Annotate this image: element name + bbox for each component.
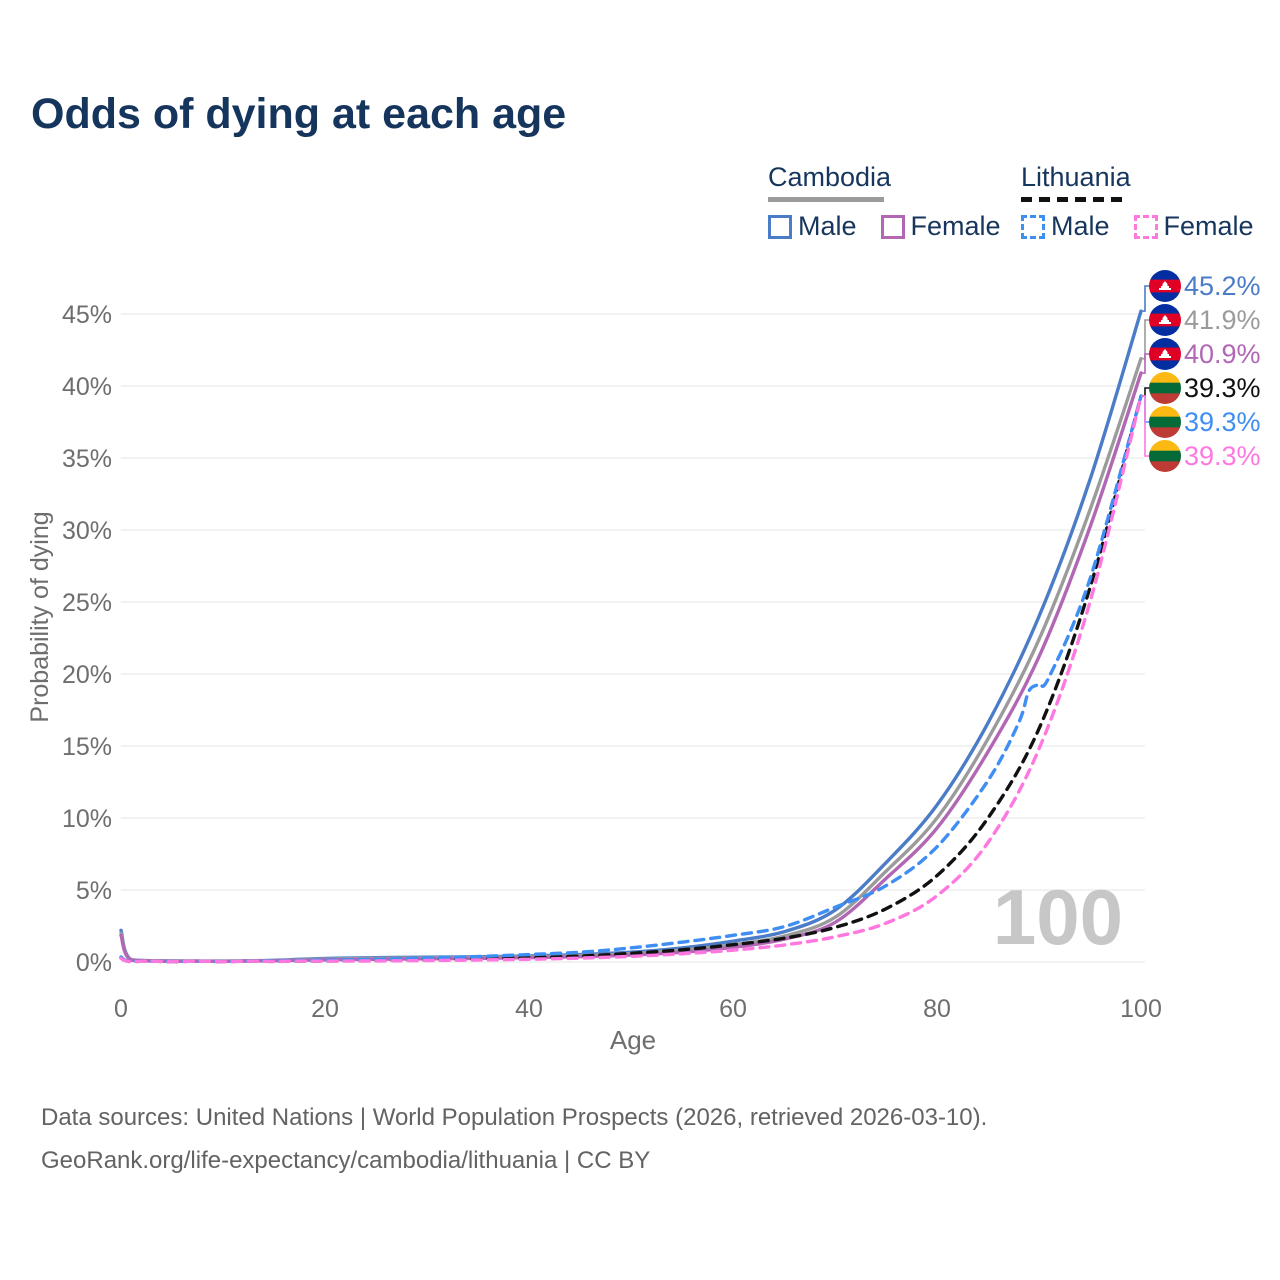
legend-item-label: Male [798, 211, 857, 241]
legend-country-label-lithuania: Lithuania [1021, 162, 1131, 192]
end-value-label-lithuania-all: 39.3% [1184, 373, 1261, 403]
y-axis-title: Probability of dying [26, 511, 54, 722]
x-tick-label: 60 [719, 995, 747, 1023]
watermark-age: 100 [993, 873, 1123, 961]
x-tick-label: 0 [114, 995, 128, 1023]
legend-country-label-cambodia: Cambodia [768, 162, 892, 192]
series-line-cambodia-male[interactable] [119, 309, 1143, 963]
lithuania-female-swatch-icon [1133, 214, 1158, 239]
end-label-connector-cambodia-female [1141, 353, 1150, 374]
legend-item-label: Female [1163, 211, 1254, 241]
series-line-lithuania-male[interactable] [119, 394, 1143, 964]
x-tick-label: 100 [1120, 995, 1162, 1023]
legend-item-cambodia-male[interactable]: Male [768, 211, 857, 242]
x-tick-label: 80 [923, 995, 951, 1023]
end-value-label-cambodia-female: 40.9% [1184, 339, 1261, 369]
x-axis-title: Age [610, 1025, 656, 1055]
legend-item-lithuania-male[interactable]: Male [1021, 211, 1110, 242]
attribution-text: GeoRank.org/life-expectancy/cambodia/lit… [41, 1147, 651, 1174]
lithuania-male-swatch-icon [1021, 214, 1045, 239]
lithuania-flag-icon [1149, 440, 1181, 472]
series-line-lithuania-all[interactable] [119, 394, 1143, 964]
y-tick-label: 35% [62, 445, 112, 473]
legend-country-lithuania[interactable]: Lithuania [1021, 162, 1254, 202]
legend-group-lithuania: Lithuania Male Female [1021, 162, 1254, 242]
end-value-label-lithuania-female: 39.3% [1184, 441, 1261, 471]
cambodia-flag-icon [1149, 304, 1181, 336]
cambodia-line-swatch [768, 197, 884, 202]
legend-item-lithuania-female[interactable]: Female [1133, 211, 1254, 242]
y-tick-label: 0% [76, 949, 112, 977]
cambodia-flag-icon [1149, 270, 1181, 302]
legend-item-label: Male [1051, 211, 1110, 241]
end-value-label-cambodia-all: 41.9% [1184, 305, 1261, 335]
y-tick-label: 40% [62, 373, 112, 401]
cambodia-male-swatch-icon [768, 214, 792, 239]
cambodia-female-swatch-icon [880, 214, 905, 239]
end-label-connector-cambodia-male [1141, 285, 1150, 312]
y-tick-label: 45% [62, 301, 112, 329]
lithuania-flag-icon [1149, 406, 1181, 438]
legend-group-cambodia: Cambodia Male Female [768, 162, 1001, 242]
footer: Data sources: United Nations | World Pop… [41, 1106, 987, 1192]
y-tick-label: 15% [62, 733, 112, 761]
end-label-connector-lithuania-all [1141, 387, 1150, 397]
y-tick-label: 20% [62, 661, 112, 689]
x-tick-label: 20 [311, 995, 339, 1023]
y-tick-label: 10% [62, 805, 112, 833]
legend-country-cambodia[interactable]: Cambodia [768, 162, 1001, 202]
series-line-lithuania-female[interactable] [119, 394, 1143, 964]
lithuania-flag-icon [1149, 372, 1181, 404]
page-title: Odds of dying at each age [31, 90, 567, 138]
y-tick-label: 5% [76, 877, 112, 905]
legend-item-cambodia-female[interactable]: Female [880, 211, 1001, 242]
legend-item-label: Female [910, 211, 1001, 241]
end-label-connector-cambodia-all [1141, 319, 1150, 360]
series-line-cambodia-all[interactable] [119, 356, 1143, 963]
end-label-connector-lithuania-female [1141, 395, 1150, 457]
x-tick-label: 40 [515, 995, 543, 1023]
cambodia-flag-icon [1149, 338, 1181, 370]
y-tick-label: 30% [62, 517, 112, 545]
lithuania-line-swatch [1021, 197, 1128, 202]
series-line-cambodia-female[interactable] [119, 371, 1143, 964]
end-value-label-lithuania-male: 39.3% [1184, 407, 1261, 437]
y-tick-label: 25% [62, 589, 112, 617]
end-value-label-cambodia-male: 45.2% [1184, 271, 1261, 301]
data-sources-text: Data sources: United Nations | World Pop… [41, 1104, 988, 1131]
